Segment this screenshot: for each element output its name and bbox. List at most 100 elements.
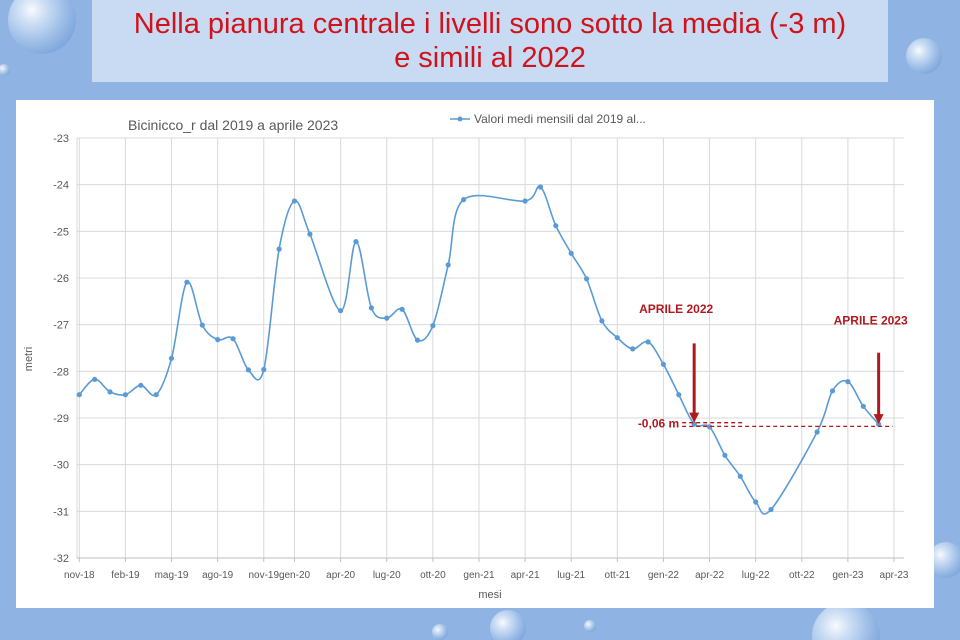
x-tick-label: apr-21 bbox=[511, 570, 540, 581]
y-tick-label: -32 bbox=[53, 553, 69, 565]
label-difference: -0,06 m bbox=[638, 416, 679, 430]
x-tick-label: gen-22 bbox=[648, 570, 680, 581]
data-point bbox=[860, 403, 866, 409]
x-axis-title: mesi bbox=[478, 589, 501, 601]
data-point bbox=[614, 335, 620, 341]
data-point bbox=[676, 392, 682, 398]
data-point bbox=[215, 337, 221, 343]
data-point bbox=[537, 184, 544, 190]
data-point bbox=[430, 323, 436, 329]
x-tick-label: ott-22 bbox=[789, 570, 815, 581]
data-point bbox=[568, 250, 574, 256]
slide-title: Nella pianura centrale i livelli sono so… bbox=[92, 0, 888, 82]
data-point bbox=[522, 198, 528, 204]
label-aprile-2023: APRILE 2023 bbox=[834, 314, 908, 328]
data-point bbox=[399, 306, 405, 312]
legend-label: Valori medi mensili dal 2019 al... bbox=[474, 112, 646, 126]
data-point bbox=[768, 506, 774, 513]
data-point bbox=[461, 197, 467, 203]
data-point bbox=[168, 355, 175, 361]
water-drop-icon bbox=[584, 620, 596, 632]
y-tick-label: -31 bbox=[53, 506, 69, 518]
data-point bbox=[584, 276, 590, 282]
arrow-aprile-2022-head bbox=[689, 412, 700, 423]
x-tick-label: nov-18 bbox=[64, 570, 95, 581]
x-tick-label: apr-23 bbox=[880, 570, 909, 581]
x-tick-label: ott-20 bbox=[420, 570, 446, 581]
y-tick-label: -29 bbox=[53, 413, 69, 425]
data-point bbox=[153, 392, 159, 398]
y-tick-label: -24 bbox=[53, 180, 69, 192]
y-tick-label: -23 bbox=[53, 133, 69, 145]
data-point bbox=[706, 424, 713, 430]
y-tick-label: -28 bbox=[53, 366, 69, 378]
chart-panel: -23 -24 -25 -26 -27 -28 -29 -30 -31 -32 nov-18 feb-… bbox=[16, 100, 934, 608]
water-drop-icon bbox=[906, 38, 942, 74]
x-tick-label: gen-21 bbox=[463, 570, 495, 581]
y-tick-label: -25 bbox=[53, 226, 69, 238]
data-point bbox=[353, 239, 359, 245]
x-tick-label: lug-20 bbox=[373, 570, 401, 581]
data-point bbox=[814, 429, 820, 435]
data-point bbox=[291, 198, 298, 204]
y-tick-label: -30 bbox=[53, 460, 69, 472]
data-point bbox=[445, 262, 451, 268]
x-tick-label: apr-22 bbox=[695, 570, 724, 581]
data-point bbox=[753, 499, 759, 505]
x-tick-label: mag-19 bbox=[155, 570, 189, 581]
water-drop-icon bbox=[432, 624, 448, 640]
label-aprile-2022: APRILE 2022 bbox=[639, 302, 713, 316]
y-axis-title: metri bbox=[23, 347, 35, 371]
water-drop-icon bbox=[928, 542, 960, 578]
x-tick-label: gen-23 bbox=[832, 570, 864, 581]
x-tick-label: apr-20 bbox=[326, 570, 355, 581]
data-point bbox=[660, 361, 667, 367]
data-point bbox=[122, 392, 128, 398]
x-tick-label: ago-19 bbox=[202, 570, 234, 581]
data-point bbox=[92, 376, 98, 382]
data-point bbox=[645, 339, 651, 345]
series-line bbox=[78, 185, 880, 515]
data-point bbox=[338, 308, 344, 314]
data-point bbox=[845, 379, 851, 385]
slide-title-line-1: Nella pianura centrale i livelli sono so… bbox=[133, 8, 847, 40]
data-point bbox=[199, 322, 205, 328]
arrow-aprile-2023-head bbox=[873, 414, 884, 425]
x-tick-label: nov-19 bbox=[248, 570, 279, 581]
data-point bbox=[829, 388, 836, 394]
data-point bbox=[414, 337, 421, 343]
line-chart: -23 -24 -25 -26 -27 -28 -29 -30 -31 -32 nov-18 feb-… bbox=[23, 112, 909, 601]
x-tick-label: gen-20 bbox=[279, 570, 311, 581]
x-tick-label: lug-21 bbox=[557, 570, 585, 581]
data-point bbox=[276, 246, 282, 252]
data-point bbox=[368, 305, 374, 311]
chart-title: Bicinicco_r dal 2019 a aprile 2023 bbox=[128, 117, 338, 133]
legend-point-marker bbox=[457, 116, 463, 122]
data-point bbox=[599, 318, 605, 324]
data-point bbox=[876, 421, 882, 427]
data-point bbox=[138, 382, 144, 388]
data-point bbox=[722, 452, 728, 458]
data-point bbox=[553, 223, 559, 229]
x-tick-label: ott-21 bbox=[605, 570, 631, 581]
data-point bbox=[107, 389, 113, 395]
x-tick-label: feb-19 bbox=[111, 570, 140, 581]
data-point bbox=[261, 366, 267, 373]
data-point bbox=[737, 473, 743, 479]
y-tick-label: -26 bbox=[53, 273, 69, 285]
water-drop-icon bbox=[0, 64, 10, 76]
data-point bbox=[384, 315, 390, 321]
slide-title-line-2: e simili al 2022 bbox=[394, 42, 586, 74]
y-tick-label: -27 bbox=[53, 320, 69, 332]
data-point bbox=[184, 279, 190, 285]
water-drop-icon bbox=[490, 610, 526, 640]
data-point bbox=[76, 392, 82, 398]
data-point bbox=[630, 346, 636, 352]
legend: Valori medi mensili dal 2019 al... bbox=[450, 112, 646, 126]
x-tick-label: lug-22 bbox=[742, 570, 770, 581]
water-drop-icon bbox=[8, 0, 76, 54]
water-drop-icon bbox=[812, 602, 880, 640]
data-point bbox=[230, 336, 236, 342]
data-point bbox=[307, 231, 313, 237]
